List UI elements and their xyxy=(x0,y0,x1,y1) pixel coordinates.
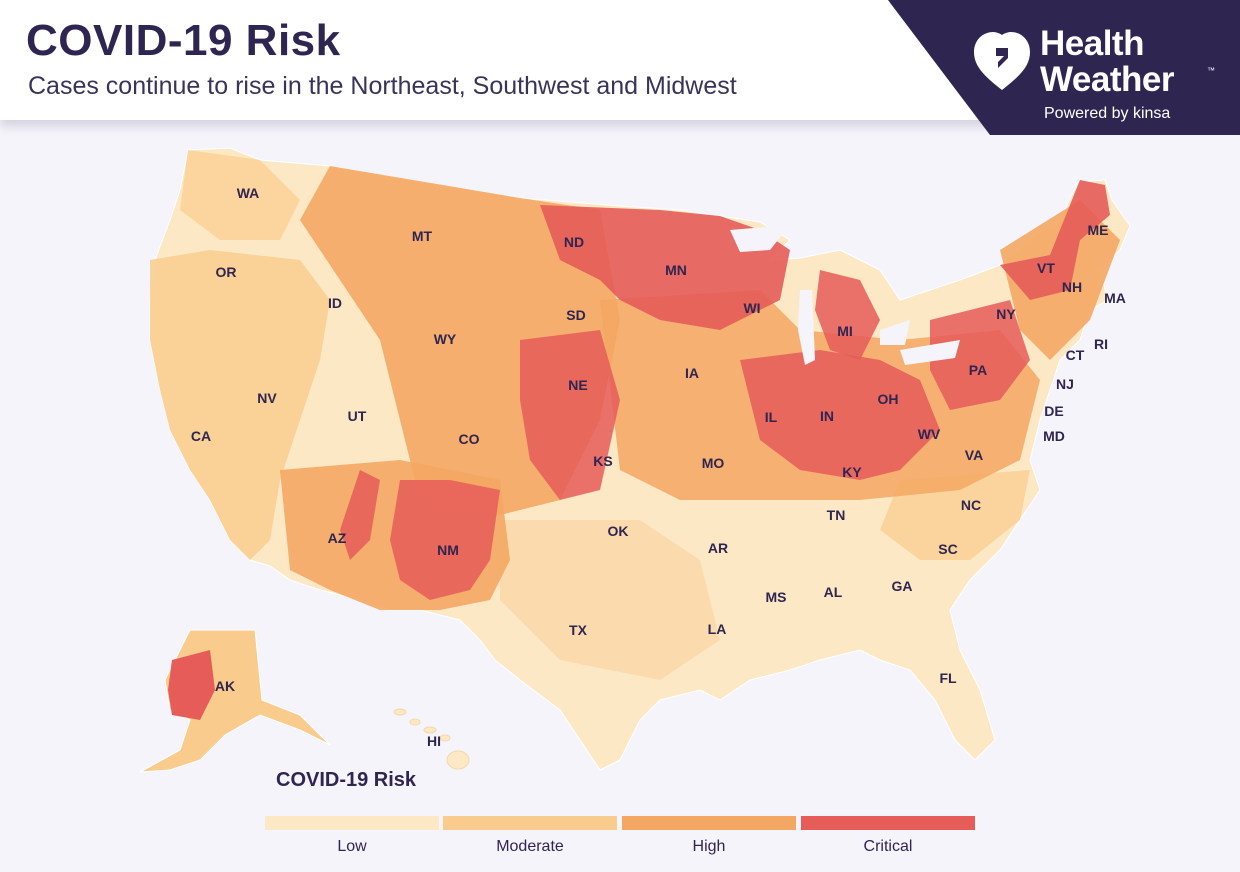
state-label-sc: SC xyxy=(938,541,958,557)
critical-region-pennsylvania xyxy=(930,300,1030,410)
state-label-ct: CT xyxy=(1065,347,1085,363)
state-label-me: ME xyxy=(1087,222,1109,238)
state-label-tn: TN xyxy=(826,507,846,523)
legend-swatch-critical xyxy=(801,816,975,830)
state-label-ak: AK xyxy=(214,678,236,694)
state-label-ms: MS xyxy=(765,589,787,605)
state-label-nm: NM xyxy=(437,542,459,558)
critical-region-michigan xyxy=(815,270,880,360)
alaska-outline xyxy=(139,629,331,773)
state-label-wv: WV xyxy=(917,426,941,442)
state-label-az: AZ xyxy=(327,530,347,546)
critical-region-ohio-valley xyxy=(740,350,940,480)
state-label-ut: UT xyxy=(347,408,367,424)
legend-label-moderate: Moderate xyxy=(496,838,564,855)
legend-label-low: Low xyxy=(337,838,367,855)
state-label-id: ID xyxy=(328,295,342,311)
state-label-in: IN xyxy=(820,408,834,424)
state-label-ma: MA xyxy=(1104,290,1126,306)
state-label-pa: PA xyxy=(968,362,988,378)
state-label-ny: NY xyxy=(996,306,1016,322)
state-label-ks: KS xyxy=(593,453,613,469)
state-label-ia: IA xyxy=(685,365,699,381)
state-label-mt: MT xyxy=(411,228,433,244)
state-label-ca: CA xyxy=(190,428,212,444)
moderate-region-west xyxy=(150,250,330,560)
state-label-wi: WI xyxy=(743,300,761,316)
great-lakes xyxy=(730,225,960,365)
header-banner: COVID-19 Risk Cases continue to rise in … xyxy=(0,0,1000,120)
state-label-mi: MI xyxy=(837,323,853,339)
legend-title: COVID-19 Risk xyxy=(276,769,417,791)
legend-swatch-moderate xyxy=(443,816,617,830)
state-label-la: LA xyxy=(707,621,727,637)
moderate-region-northwest xyxy=(180,150,300,240)
critical-region-new-mexico xyxy=(390,480,500,600)
state-label-or: OR xyxy=(215,264,237,280)
page-subtitle: Cases continue to rise in the Northeast,… xyxy=(28,72,737,100)
hawaii-islands xyxy=(393,708,470,770)
critical-region-upper-midwest xyxy=(540,205,790,330)
state-label-il: IL xyxy=(764,409,778,425)
critical-region-plains xyxy=(520,330,620,500)
critical-region-new-england xyxy=(1000,180,1110,300)
state-label-vt: VT xyxy=(1037,260,1055,276)
page-title: COVID-19 Risk xyxy=(26,16,341,65)
state-label-tx: TX xyxy=(569,622,587,638)
legend-label-critical: Critical xyxy=(863,838,913,855)
state-label-wa: WA xyxy=(236,185,260,201)
legend-swatch-high xyxy=(622,816,796,830)
legend-label-high: High xyxy=(692,838,726,855)
alaska-critical-west xyxy=(168,650,215,720)
critical-region-arizona-strip xyxy=(340,470,380,560)
state-label-nj: NJ xyxy=(1056,376,1074,392)
state-label-al: AL xyxy=(823,584,843,600)
state-label-fl: FL xyxy=(939,670,957,686)
state-label-nv: NV xyxy=(257,390,277,406)
state-label-sd: SD xyxy=(566,307,586,323)
state-label-mn: MN xyxy=(665,262,687,278)
state-label-ga: GA xyxy=(891,578,913,594)
state-label-ri: RI xyxy=(1094,336,1108,352)
state-label-nd: ND xyxy=(563,234,585,250)
state-label-nh: NH xyxy=(1061,279,1083,295)
state-label-ok: OK xyxy=(607,523,629,539)
state-label-ar: AR xyxy=(707,540,729,556)
state-label-md: MD xyxy=(1043,428,1065,444)
state-label-wy: WY xyxy=(433,331,457,347)
state-label-ne: NE xyxy=(568,377,588,393)
state-label-oh: OH xyxy=(877,391,899,407)
state-label-co: CO xyxy=(458,431,480,447)
moderate-region-southcentral xyxy=(500,520,720,680)
state-label-va: VA xyxy=(964,447,984,463)
state-label-nc: NC xyxy=(960,497,982,513)
state-label-mo: MO xyxy=(701,455,725,471)
legend-swatch-low xyxy=(265,816,439,830)
state-label-ky: KY xyxy=(842,464,862,480)
state-label-de: DE xyxy=(1044,403,1064,419)
state-label-hi: HI xyxy=(427,733,441,749)
